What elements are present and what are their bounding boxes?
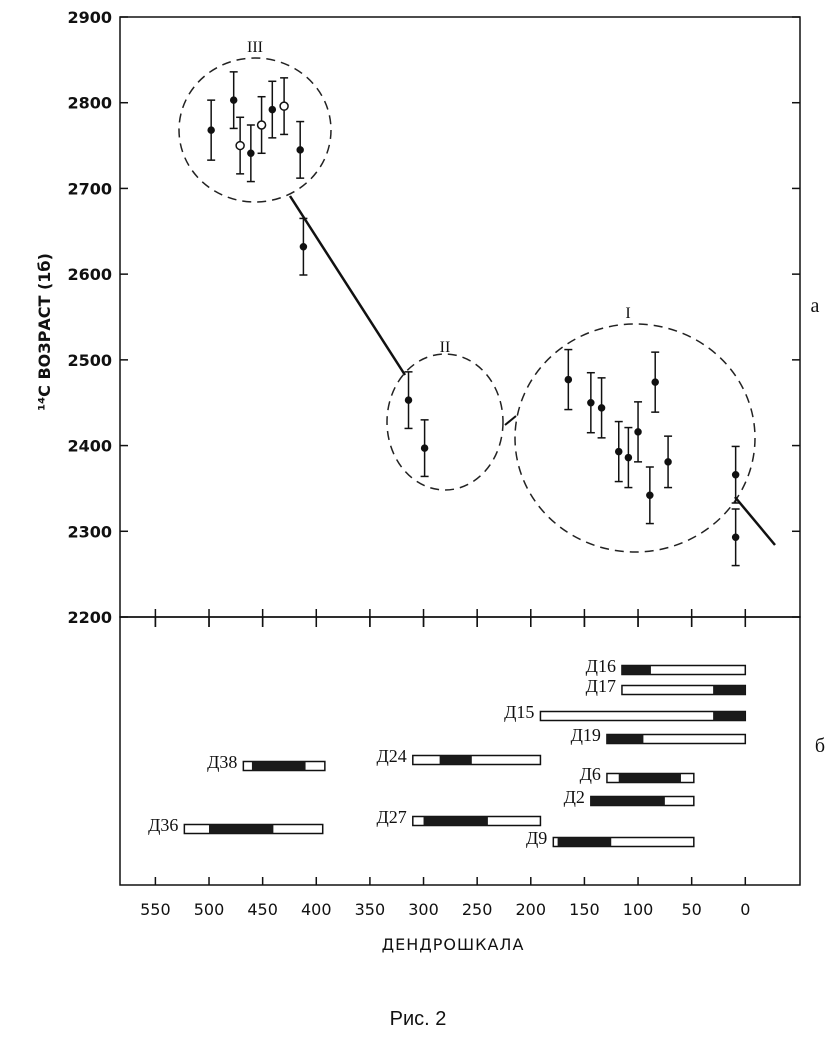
point [564,375,573,384]
point [247,149,255,158]
x-tick-label: 350 [355,900,386,919]
panel-label: б [815,735,825,757]
dark-segment [618,773,681,783]
point [624,453,633,462]
top-frame [119,16,801,618]
open-point [256,120,267,130]
point [651,378,659,386]
open-point [279,101,289,111]
y-tick-label: 2800 [67,94,112,113]
dark-segment [606,734,644,744]
x-tick-label: 450 [247,900,278,919]
y-tick-label: 2200 [67,608,112,627]
dark-segment [439,755,472,765]
x-tick-label: 50 [681,900,701,919]
point [299,242,308,251]
point [420,444,429,452]
point [207,126,215,134]
point [634,428,642,436]
dark-segment [713,711,746,721]
point [229,96,238,104]
point [404,396,413,404]
bar-label: Д27 [377,807,407,827]
open-point [235,140,245,151]
fit-line [288,195,407,376]
dark-segment [621,665,651,675]
group-circle [514,323,756,553]
group-circle [178,57,332,203]
bar-label: Д17 [586,676,616,696]
bar-label: Д16 [586,656,616,676]
range-bar [412,754,542,766]
x-tick-label: 200 [516,900,547,919]
bar-label: Д19 [571,725,601,745]
dark-segment [590,796,665,806]
x-tick-label: 250 [462,900,493,919]
point [646,491,654,500]
x-tick-label: 300 [408,900,439,919]
y-tick-label: 2900 [67,8,112,27]
y-axis-label: ¹⁴C ВОЗРАСТ (1б) [35,253,54,411]
bar-label: Д2 [564,787,585,807]
x-tick-label: 150 [569,900,600,919]
caption: Рис. 2 [390,1008,447,1030]
y-tick-label: 2600 [67,265,112,284]
y-tick-label: 2500 [67,351,112,370]
point [296,146,304,154]
fit-line [504,415,517,426]
bar-label: Д38 [207,752,237,772]
x-tick-label: 0 [740,900,750,919]
dark-segment [423,816,488,826]
dark-segment [713,685,746,695]
y-tick-label: 2300 [67,522,112,541]
y-tick-label: 2400 [67,437,112,456]
group-circle [386,353,504,491]
fit-line [734,496,776,546]
bar-label: Д9 [526,828,547,848]
x-tick-label: 550 [140,900,171,919]
dark-segment [209,824,274,834]
bottom-frame [119,616,801,886]
dark-segment [251,761,306,771]
y-tick-label: 2700 [67,179,112,198]
point [731,533,740,542]
range-bar [552,836,695,848]
point [268,105,277,114]
group-label: I [625,305,630,322]
group-label: III [247,39,263,56]
panel-label: а [811,295,820,317]
bar-label: Д15 [504,702,534,722]
point [587,398,595,407]
x-tick-label: 100 [623,900,654,919]
group-label: II [440,339,451,356]
dark-segment [557,837,612,847]
bar-label: Д36 [148,815,178,835]
point [664,458,672,466]
point [597,404,606,412]
point [614,447,623,456]
point [731,470,740,479]
bar-label: Д24 [377,746,407,766]
x-tick-label: 400 [301,900,332,919]
x-axis-label: ДЕНДРОШКАЛА [382,935,525,954]
bar-label: Д6 [580,764,601,784]
x-tick-label: 500 [194,900,225,919]
